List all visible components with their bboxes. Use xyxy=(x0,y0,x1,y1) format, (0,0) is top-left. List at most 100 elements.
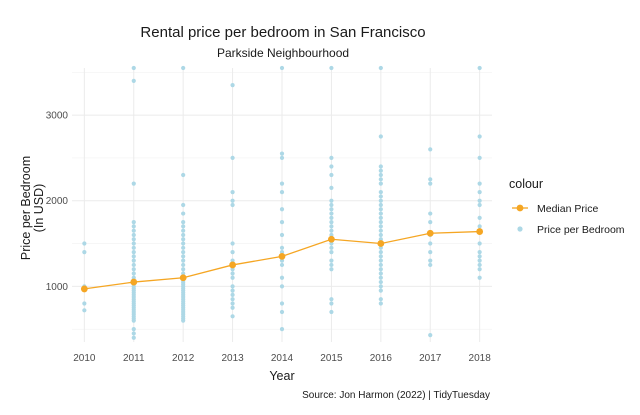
data-point xyxy=(131,271,136,276)
data-point xyxy=(230,284,235,289)
data-point xyxy=(131,224,136,229)
data-point xyxy=(329,297,334,302)
median-line xyxy=(80,228,484,293)
data-point xyxy=(279,232,285,238)
data-point xyxy=(477,134,482,139)
data-point xyxy=(477,155,482,161)
data-point xyxy=(428,177,433,182)
data-point xyxy=(378,279,383,285)
data-point xyxy=(230,202,235,208)
data-point xyxy=(131,258,136,263)
data-point xyxy=(477,202,482,208)
data-point xyxy=(131,331,136,336)
data-point xyxy=(329,301,334,306)
data-point xyxy=(181,228,186,233)
data-point xyxy=(329,267,334,272)
data-point xyxy=(181,262,186,268)
data-point xyxy=(378,271,383,276)
data-point xyxy=(279,190,285,195)
median-point xyxy=(328,235,335,243)
data-point xyxy=(181,224,186,229)
legend-label: Median Price xyxy=(537,203,598,215)
data-point xyxy=(378,267,383,272)
data-point xyxy=(329,65,334,71)
data-point xyxy=(428,262,433,268)
data-point xyxy=(131,335,136,340)
data-point xyxy=(82,308,87,313)
data-point xyxy=(279,220,285,225)
data-point xyxy=(279,327,285,332)
data-point xyxy=(329,215,334,220)
data-point xyxy=(428,333,433,338)
median-point xyxy=(278,252,286,260)
data-point xyxy=(131,327,136,332)
data-point xyxy=(428,241,433,246)
data-point xyxy=(230,288,235,293)
median-point xyxy=(179,274,187,282)
x-tick-label: 2011 xyxy=(123,353,145,364)
data-point xyxy=(378,168,383,173)
data-point xyxy=(131,237,136,242)
data-point xyxy=(378,258,383,263)
data-point xyxy=(181,202,186,208)
data-point xyxy=(428,211,433,216)
data-point xyxy=(131,181,136,186)
data-point xyxy=(279,275,285,280)
data-point xyxy=(82,249,87,255)
data-point xyxy=(378,211,383,216)
data-point xyxy=(378,134,383,139)
data-point xyxy=(378,228,383,233)
chart-subtitle: Parkside Neighbourhood xyxy=(217,46,349,60)
data-point xyxy=(378,254,383,259)
data-point xyxy=(378,207,383,212)
data-point xyxy=(477,181,482,186)
data-point xyxy=(230,314,235,319)
y-tick-labels: 1000 2000 3000 xyxy=(46,111,69,293)
median-point xyxy=(476,228,484,235)
data-point xyxy=(230,198,235,203)
data-point xyxy=(131,241,136,246)
data-point xyxy=(378,284,383,289)
data-point xyxy=(279,155,285,161)
data-point xyxy=(230,190,235,195)
data-point xyxy=(329,228,334,233)
x-axis-title: Year xyxy=(269,369,294,383)
data-point xyxy=(230,297,235,302)
data-point xyxy=(329,202,334,208)
data-point xyxy=(181,258,186,263)
data-point xyxy=(82,301,87,306)
data-point xyxy=(279,151,285,156)
data-point xyxy=(131,245,136,250)
data-point xyxy=(131,318,136,323)
data-point xyxy=(279,301,285,306)
data-point xyxy=(329,309,334,315)
data-point xyxy=(329,224,334,229)
data-point xyxy=(230,249,235,255)
data-point xyxy=(329,207,334,212)
data-point xyxy=(428,249,433,255)
data-point xyxy=(131,267,136,272)
data-point xyxy=(230,305,235,310)
data-point xyxy=(378,172,383,178)
data-point xyxy=(378,194,383,199)
data-point xyxy=(131,78,136,83)
data-point xyxy=(230,275,235,280)
legend: colour Median Price Price per Bedroom xyxy=(509,177,625,236)
data-point xyxy=(329,262,334,268)
data-point xyxy=(279,245,285,250)
data-point xyxy=(230,271,235,276)
data-point xyxy=(230,241,235,246)
data-point xyxy=(230,83,235,88)
data-point xyxy=(477,267,482,272)
data-point xyxy=(181,318,186,323)
data-point xyxy=(131,249,136,255)
data-point xyxy=(378,190,383,195)
data-point xyxy=(378,164,383,169)
y-axis-title-line: (In USD) xyxy=(32,184,46,233)
data-point xyxy=(477,224,482,229)
data-point xyxy=(378,202,383,208)
data-point xyxy=(181,172,186,178)
data-point xyxy=(181,241,186,246)
data-point xyxy=(230,155,235,161)
